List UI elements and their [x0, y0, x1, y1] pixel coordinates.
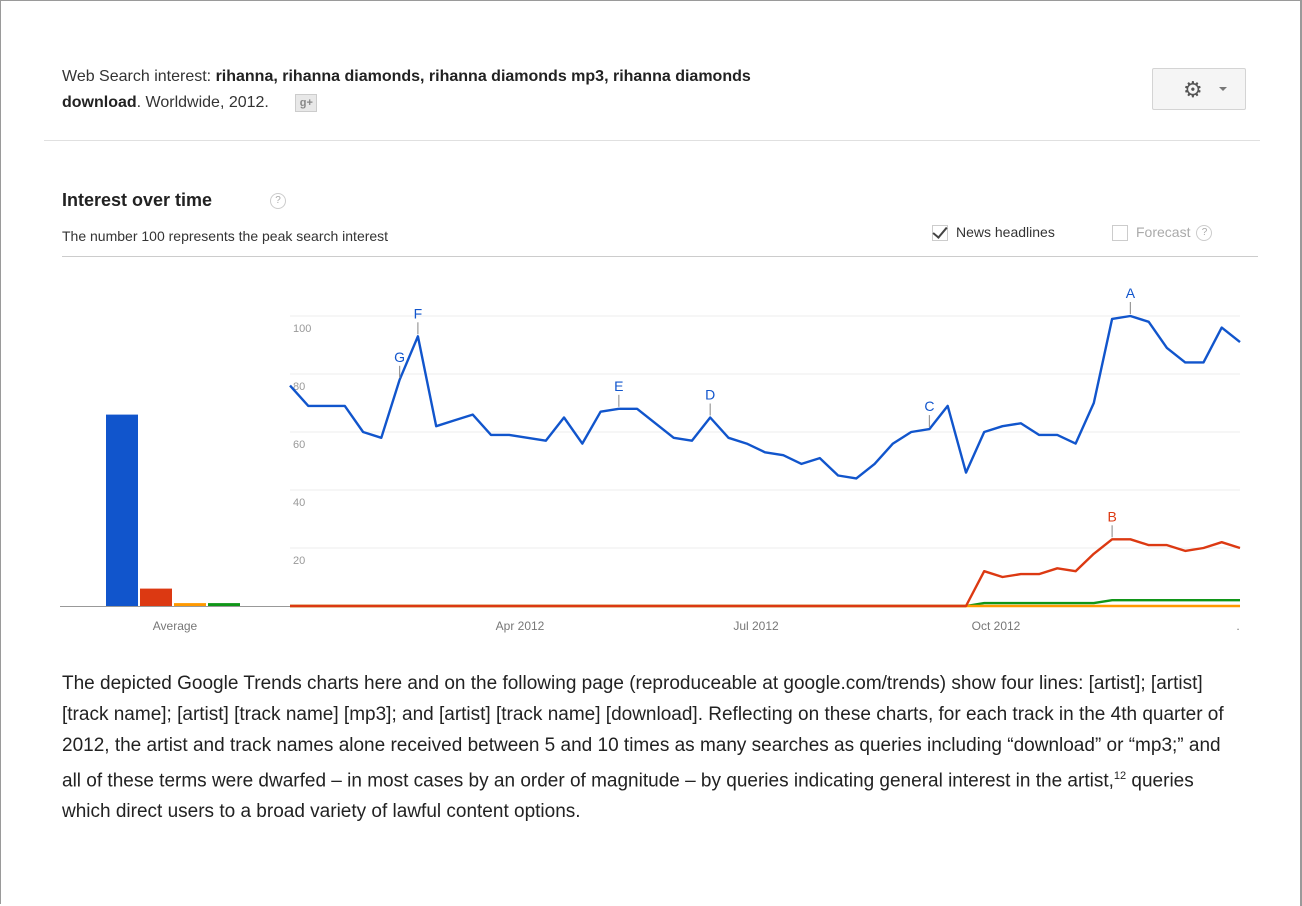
x-tick-label: Apr 2012: [496, 619, 545, 633]
annotation-label: D: [705, 387, 715, 403]
annotation-label: A: [1126, 285, 1136, 301]
footnote-ref: 12: [1113, 770, 1127, 782]
header-prefix: Web Search interest:: [62, 68, 216, 85]
news-headlines-option[interactable]: News headlines: [932, 224, 1055, 242]
y-tick-label: 80: [293, 381, 305, 393]
y-tick-label: 60: [293, 439, 305, 451]
header-terms-2: download: [62, 94, 137, 111]
y-tick-label: 20: [293, 555, 305, 567]
options-divider: [62, 256, 1258, 257]
help-icon[interactable]: ?: [270, 193, 286, 209]
average-bar: [208, 603, 240, 606]
y-tick-label: 40: [293, 497, 305, 509]
section-title: Interest over time: [62, 190, 213, 210]
search-interest-header: Web Search interest: rihanna, rihanna di…: [62, 64, 922, 116]
series-line: [290, 538, 1241, 608]
series-line: [289, 314, 1241, 480]
x-tick-label: Average: [153, 619, 198, 633]
annotation-label: B: [1107, 508, 1116, 524]
annotation-label: F: [414, 305, 423, 321]
caption-paragraph: The depicted Google Trends charts here a…: [62, 668, 1242, 827]
forecast-label: Forecast: [1136, 224, 1191, 240]
annotation-label: C: [924, 398, 934, 414]
forecast-help-icon[interactable]: ?: [1196, 225, 1213, 242]
news-headlines-checkbox[interactable]: [932, 225, 948, 242]
annotation-label: E: [614, 378, 623, 394]
average-bar: [140, 588, 172, 606]
caption-text-end: queries which direct users to a broad va…: [62, 770, 1194, 823]
average-bar: [174, 603, 206, 606]
news-headlines-label: News headlines: [956, 224, 1055, 240]
frame-edge: [1300, 0, 1302, 906]
settings-button[interactable]: ⚙: [1152, 68, 1246, 110]
gear-icon: ⚙: [1183, 77, 1203, 102]
divider: [44, 140, 1260, 141]
section-subtitle: The number 100 represents the peak searc…: [62, 228, 389, 244]
x-tick-label: .: [1236, 619, 1239, 633]
x-tick-label: Jul 2012: [733, 619, 779, 633]
annotation-label: G: [394, 349, 405, 365]
forecast-checkbox[interactable]: [1112, 225, 1128, 242]
chevron-down-icon: [1219, 87, 1227, 91]
x-tick-label: Oct 2012: [972, 619, 1021, 633]
forecast-option[interactable]: Forecast?: [1112, 224, 1213, 242]
y-tick-label: 100: [293, 323, 311, 335]
header-terms: rihanna, rihanna diamonds, rihanna diamo…: [215, 68, 751, 85]
header-suffix: . Worldwide, 2012.: [136, 94, 269, 111]
average-bar: [106, 414, 138, 606]
caption-text: The depicted Google Trends charts here a…: [62, 673, 1224, 792]
interest-chart: 100 80 60 40 20 Average Apr 2012 Jul 2012 Oct 20…: [60, 285, 1241, 633]
g-plus-icon[interactable]: g+: [295, 93, 318, 112]
